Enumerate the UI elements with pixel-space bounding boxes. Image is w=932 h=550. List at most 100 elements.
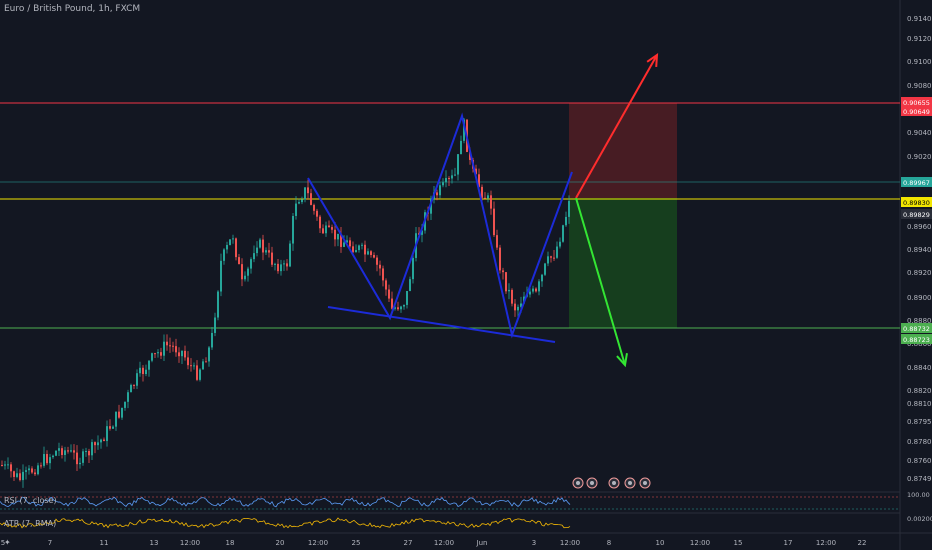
candle-body: [373, 255, 375, 258]
price-badge-label: 0.88732: [903, 325, 930, 333]
candle-body: [193, 365, 195, 367]
candle-body: [499, 247, 501, 271]
time-tick-label: 8: [607, 539, 611, 547]
candle-body: [352, 246, 354, 253]
time-tick-label: 12:00: [690, 539, 710, 547]
candle-body: [385, 280, 387, 290]
candle-body: [397, 307, 399, 310]
candle-body: [28, 468, 30, 471]
candle-body: [559, 241, 561, 247]
candle-body: [157, 352, 159, 354]
candle-body: [379, 264, 381, 269]
bearish-arrow: [575, 197, 626, 366]
candle-body: [301, 199, 303, 203]
candle-body: [31, 468, 33, 473]
time-tick-label: 15: [734, 539, 743, 547]
candle-body: [349, 240, 351, 247]
candle-body: [451, 175, 453, 179]
calendar-icon: [572, 477, 584, 489]
candle-body: [325, 225, 327, 234]
candle-body: [538, 281, 540, 292]
candle-body: [493, 208, 495, 236]
candle-body: [265, 250, 267, 253]
candle-body: [271, 252, 273, 265]
time-tick-label: 11: [100, 539, 109, 547]
price-badge-label: 0.89967: [903, 179, 930, 187]
candle-body: [274, 263, 276, 265]
candle-body: [121, 407, 123, 418]
rsi-value: 100.00: [907, 491, 930, 499]
candle-body: [22, 471, 24, 481]
candle-body: [400, 306, 402, 310]
candle-body: [490, 195, 492, 209]
candle-body: [484, 197, 486, 199]
candle-body: [160, 352, 162, 356]
candle-body: [421, 230, 423, 235]
candle-body: [100, 439, 102, 443]
atr-label[interactable]: ATR (7, RMA): [4, 519, 57, 528]
candle-body: [334, 229, 336, 240]
candle-body: [130, 384, 132, 393]
symbol-title[interactable]: Euro / British Pound, 1h, FXCM: [4, 4, 141, 14]
candle-body: [202, 361, 204, 370]
time-tick-label: 7: [48, 539, 52, 547]
candle-body: [136, 373, 138, 386]
candle-body: [37, 465, 39, 475]
candle-body: [40, 465, 42, 467]
candle-body: [253, 253, 255, 260]
candle-body: [376, 257, 378, 265]
candle-body: [184, 350, 186, 358]
candle-body: [268, 250, 270, 253]
candle-body: [505, 272, 507, 292]
candle-body: [337, 233, 339, 240]
candle-body: [331, 227, 333, 230]
price-badge: [901, 106, 932, 116]
price-badge-label: 0.89830: [903, 199, 930, 207]
bearish-arrow-head: [616, 352, 628, 368]
price-badge: [901, 209, 932, 219]
candle-body: [196, 365, 198, 380]
candle-body: [286, 263, 288, 267]
candle-body: [127, 392, 129, 402]
news-icon-dot: [590, 481, 594, 485]
candle-body: [481, 186, 483, 198]
candle-body: [232, 238, 234, 240]
candle-body: [532, 288, 534, 292]
time-tick-label: 20: [276, 539, 285, 547]
candle-body: [487, 195, 489, 199]
candle-body: [295, 203, 297, 216]
candle-body: [508, 289, 510, 292]
price-badge: [901, 334, 932, 344]
candle-body: [328, 225, 330, 228]
candle-body: [547, 256, 549, 264]
candle-body: [235, 238, 237, 258]
price-badge-label: 0.88723: [903, 336, 930, 344]
candle-body: [73, 450, 75, 453]
bullish-arrow: [575, 54, 658, 199]
time-tick-label: 12:00: [560, 539, 580, 547]
candle-body: [370, 251, 372, 256]
time-tick-label: Jun: [476, 539, 488, 547]
candle-body: [154, 353, 156, 355]
flag-icon: [608, 477, 620, 489]
rsi-line: [0, 496, 571, 508]
candle-body: [535, 288, 537, 292]
settings-icon[interactable]: ✦: [4, 538, 11, 547]
time-tick-label: 17: [784, 539, 793, 547]
candle-body: [367, 251, 369, 255]
candle-body: [292, 215, 294, 244]
candle-body: [313, 204, 315, 211]
candle-body: [514, 303, 516, 311]
rsi-label[interactable]: RSI (7, close): [4, 496, 57, 505]
candle-body: [43, 454, 45, 466]
